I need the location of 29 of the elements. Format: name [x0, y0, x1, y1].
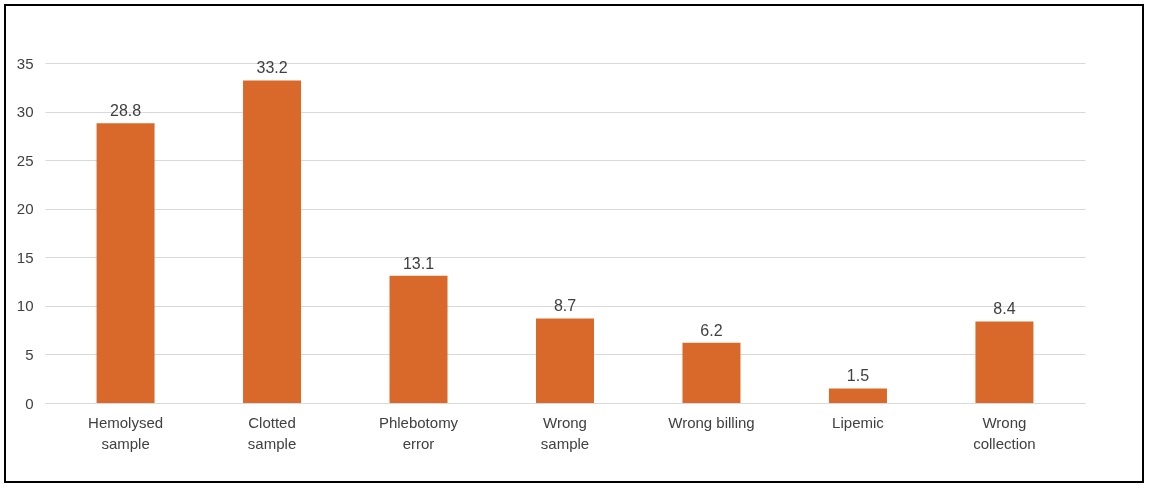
bar [828, 388, 887, 403]
bar [536, 318, 594, 403]
y-tick-label: 0 [25, 394, 34, 412]
y-tick-label: 35 [16, 54, 34, 72]
y-tick-label: 5 [25, 345, 34, 363]
x-tick-label: Wrong collection [973, 413, 1036, 452]
y-tick-label: 30 [16, 103, 34, 121]
x-tick-label: Hemolysed sample [88, 413, 164, 452]
y-tick-label: 15 [16, 248, 34, 266]
data-label: 8.7 [553, 297, 577, 315]
bar [682, 342, 741, 403]
data-label: 6.2 [700, 321, 723, 339]
bar [243, 80, 302, 403]
data-label: 28.8 [109, 102, 142, 120]
x-tick-label: Wrong sample [540, 413, 590, 452]
y-tick-label: 10 [16, 297, 34, 315]
x-tick-label: Wrong billing [668, 413, 755, 431]
data-label: 8.4 [993, 300, 1016, 318]
data-label: 13.1 [402, 254, 435, 272]
bar [389, 275, 448, 403]
x-tick-label: Lipemic [832, 413, 885, 431]
data-label: 33.2 [256, 59, 288, 77]
x-tick-label: Phlebotomy error [378, 413, 459, 452]
y-tick-label: 25 [16, 151, 34, 169]
x-tick-label: Clotted sample [247, 413, 297, 452]
y-tick-label: 20 [16, 200, 34, 218]
bar [96, 123, 155, 403]
data-label: 1.5 [846, 367, 870, 385]
bar [975, 321, 1034, 403]
